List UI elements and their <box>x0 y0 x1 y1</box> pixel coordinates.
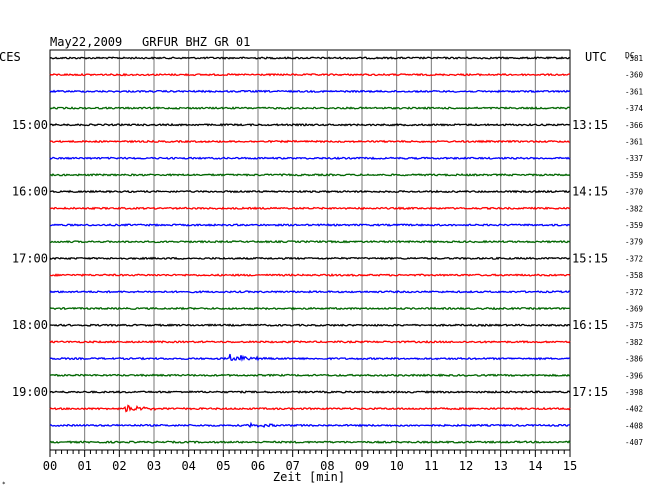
dc-offset-label: -407 <box>625 438 643 447</box>
plot-frame <box>49 49 571 451</box>
utc-time-zone: UTC <box>585 50 607 64</box>
trace-row-5 <box>49 122 571 127</box>
trace-row-11 <box>49 223 571 227</box>
x-tick-label: 12 <box>459 459 473 473</box>
trace-row-7 <box>49 156 571 160</box>
trace-row-12 <box>49 239 571 244</box>
station-code: GRFUR BHZ GR 01 <box>142 35 250 49</box>
trace-row-8 <box>49 173 571 177</box>
dc-offset-label: -359 <box>625 221 643 230</box>
dc-offset-label: -369 <box>625 305 643 314</box>
trace-row-17 <box>49 323 571 328</box>
x-tick-label: 00 <box>43 459 57 473</box>
x-tick-label: 09 <box>355 459 369 473</box>
local-time-label: 15:00 <box>12 118 48 132</box>
x-tick-label: 06 <box>251 459 265 473</box>
x-tick-label: 15 <box>563 459 577 473</box>
x-tick-label: 02 <box>112 459 126 473</box>
corner-mark: * <box>2 481 6 488</box>
trace-row-19 <box>49 353 571 362</box>
dc-offset-label: -361 <box>625 138 643 147</box>
dc-offset-label: -358 <box>625 271 644 280</box>
dc-offset-label: -398 <box>625 388 644 397</box>
x-tick-label: 05 <box>216 459 230 473</box>
local-time-label: 19:00 <box>12 385 48 399</box>
trace-row-22 <box>49 404 571 413</box>
dc-offset-label: -386 <box>625 355 644 364</box>
dc-offset-label: -361 <box>625 87 643 96</box>
x-tick-label: 08 <box>320 459 334 473</box>
utc-time-label: 15:15 <box>572 251 608 265</box>
dc-offset-label: -372 <box>625 288 643 297</box>
utc-time-label: 17:15 <box>572 385 608 399</box>
x-tick-label: 01 <box>77 459 91 473</box>
dc-offset-label: -372 <box>625 254 643 263</box>
dc-offset-label: -382 <box>625 338 643 347</box>
dc-offset-label: -382 <box>625 204 643 213</box>
trace-row-2 <box>49 72 571 77</box>
dc-offset-label: -370 <box>625 188 644 197</box>
dc-offset-label: -375 <box>625 321 643 330</box>
x-tick-label: 03 <box>147 459 161 473</box>
dc-offset-label: -374 <box>625 104 644 113</box>
dc-offset-label: -408 <box>625 421 644 430</box>
dc-offset-label: -402 <box>625 405 643 414</box>
grid-layer <box>49 49 571 451</box>
trace-row-9 <box>49 189 571 194</box>
utc-time-label: 16:15 <box>572 318 608 332</box>
trace-row-14 <box>49 273 571 278</box>
dc-offset-label: -366 <box>625 121 644 130</box>
chart-date: May22,2009 <box>50 35 122 49</box>
dc-offset-label: -396 <box>625 371 644 380</box>
trace-row-20 <box>49 373 571 378</box>
local-time-zone: CES <box>0 50 21 64</box>
local-time-label: 16:00 <box>12 185 48 199</box>
local-time-label: 18:00 <box>12 318 48 332</box>
x-axis-label: Zeit [min] <box>273 470 345 484</box>
utc-time-label: 14:15 <box>572 185 608 199</box>
x-tick-label: 07 <box>285 459 299 473</box>
trace-row-16 <box>49 306 571 311</box>
trace-row-18 <box>49 339 571 344</box>
trace-row-13 <box>49 256 571 261</box>
trace-row-3 <box>49 89 571 94</box>
trace-row-21 <box>49 390 571 394</box>
trace-row-6 <box>49 139 571 144</box>
trace-row-1 <box>49 56 571 60</box>
dc-offset-label: -337 <box>625 154 643 163</box>
x-tick-label: 04 <box>181 459 195 473</box>
x-tick-label: 14 <box>528 459 542 473</box>
x-tick-label: 13 <box>493 459 507 473</box>
trace-row-4 <box>49 106 571 110</box>
local-time-label: 17:00 <box>12 251 48 265</box>
dc-offset-label: -379 <box>625 238 643 247</box>
dc-offset-label: -359 <box>625 171 643 180</box>
trace-row-23 <box>49 421 571 429</box>
trace-row-24 <box>49 440 571 444</box>
x-tick-label: 10 <box>389 459 403 473</box>
utc-time-label: 13:15 <box>572 118 608 132</box>
trace-row-10 <box>49 206 571 211</box>
axis-layer: -381 -360 -361 -374 -366 -361 -337 -359 -370 -382… <box>12 54 644 473</box>
trace-layer <box>49 56 571 444</box>
x-tick-label: 11 <box>424 459 438 473</box>
trace-row-15 <box>49 289 571 294</box>
dc-offset-label: -360 <box>625 71 644 80</box>
dc-offset-label: -381 <box>625 54 643 63</box>
dc-offset-header: DC <box>625 51 635 60</box>
